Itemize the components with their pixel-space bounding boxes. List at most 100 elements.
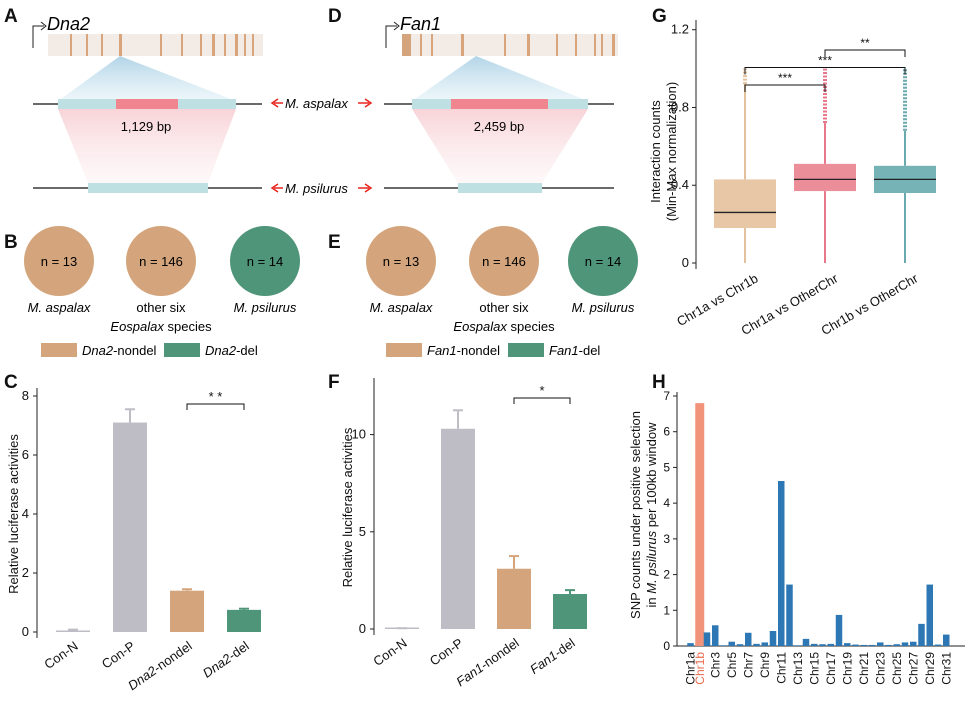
tss-arrow-icon: [385, 25, 397, 48]
bar-chr1b: [695, 403, 705, 646]
caption-other-six: other six: [479, 300, 529, 315]
x-tick-label: Con-P: [427, 635, 466, 668]
bar-chr21: [860, 644, 867, 646]
bar-chr27: [910, 641, 917, 646]
y-tick-label: 0.4: [671, 177, 689, 192]
bar-dna2-nondel: [170, 590, 204, 632]
y-tick-label: 5: [359, 524, 366, 539]
y-tick-label: 3: [663, 532, 670, 546]
x-tick-label-chr9: Chr9: [758, 652, 772, 678]
legend-b: Dna2-nondel Dna2-del: [41, 343, 258, 358]
deleted-block-fan1: [458, 183, 542, 193]
y-axis-title-post: per 100kb window: [644, 422, 659, 531]
panel-letter-b: B: [4, 232, 18, 253]
panel-a-schematic: Dna2 1,129 bp: [32, 14, 263, 193]
exon-stripe: [612, 34, 615, 56]
panel-letter-g: G: [652, 6, 667, 27]
y-axis-title-line1: Interaction counts: [648, 100, 663, 203]
count-label: n = 146: [139, 254, 183, 269]
x-tick-label: Dna2-nondel: [125, 638, 195, 693]
panel-e-circles: n = 13 n = 146 n = 14 M. aspalax other s…: [366, 226, 638, 334]
red-arrowhead-left-bottom-icon: [270, 183, 279, 193]
deleted-block-dna2: [88, 183, 208, 193]
bar-chr4: [720, 645, 727, 646]
exon-stripe: [70, 34, 72, 56]
y-tick-label: 6: [22, 447, 29, 462]
bar-chr14: [802, 638, 810, 646]
y-tick-label: 0: [359, 621, 366, 636]
exon-stripes-dna2: [70, 34, 254, 56]
x-tick-label-text: Con-N: [370, 635, 409, 669]
chart-h-snp-counts: 0 1 2 3 4 5 6 7 SNP counts under positive select…: [628, 389, 965, 685]
red-arrowhead-right-top-icon: [364, 98, 373, 108]
bar-chr6: [736, 644, 744, 646]
circle-psilurus-e: [568, 226, 638, 296]
caption-eospalax-species: Eospalax species: [110, 319, 212, 334]
y-axis-title-pre: in: [644, 594, 659, 608]
y-axis-title: SNP counts under positive selectionin M.…: [628, 411, 659, 619]
count-label: n = 13: [383, 254, 420, 269]
y-tick-label: 7: [663, 389, 670, 403]
bar-chr11: [778, 481, 785, 646]
bar-dna2-del: [227, 609, 261, 632]
legend-swatch-del: [508, 343, 544, 357]
legend-label-nondel: Fan1-nondel: [427, 343, 500, 358]
significance-label: ***: [778, 71, 792, 85]
panel-b-circles: n = 13 n = 146 n = 14 M. aspalax other s…: [24, 226, 300, 334]
gene-title-dna2: Dna2: [47, 14, 90, 34]
species-psilurus-label: M. psilurus: [285, 181, 348, 196]
panel-d-schematic: Fan1 2,459 bp: [384, 14, 618, 193]
y-tick-label: 0: [663, 639, 670, 653]
exon-stripe: [461, 34, 464, 56]
significance-label: **: [860, 36, 870, 50]
x-tick-label: Dna2-del: [200, 638, 252, 681]
bar-chr29: [926, 584, 933, 646]
count-label: n = 146: [482, 254, 526, 269]
y-axis-title-line1: SNP counts under positive selection: [628, 411, 643, 619]
exon-stripe: [252, 34, 254, 56]
bar-chr18: [835, 614, 843, 646]
x-tick-label-text: -nondel: [478, 635, 522, 672]
legend-swatch-nondel: [386, 343, 422, 357]
x-tick-label: Con-N: [370, 635, 409, 669]
circle-aspalax-b: [24, 226, 94, 296]
bar-chr26: [901, 642, 909, 646]
panel-letter-h: H: [652, 372, 666, 393]
x-tick-label-chr23: Chr23: [873, 652, 887, 685]
y-tick-label: 4: [22, 506, 29, 521]
red-arrowhead-right-bottom-icon: [364, 183, 373, 193]
circle-psilurus-b: [230, 226, 300, 296]
bar-chr15: [811, 643, 818, 646]
legend-label-nondel: Dna2-nondel: [82, 343, 157, 358]
exon-stripe: [212, 34, 215, 56]
x-tick-label: Con-N: [41, 638, 80, 672]
bar-chr10: [769, 631, 777, 646]
exon-stripe: [601, 34, 603, 56]
x-tick-label-text: -nondel: [151, 638, 195, 675]
x-tick-label-chr27: Chr27: [906, 652, 920, 685]
box-chr1a-vs-otherchr: [794, 163, 856, 192]
y-axis-title-line2: (Min-Max normalization): [664, 82, 679, 221]
significance-bracket: [513, 397, 571, 404]
y-axis-title-species: M. psilurus: [644, 530, 659, 593]
x-tick-label: Con-P: [99, 638, 138, 671]
bar-chr30: [934, 644, 942, 646]
tss-arrow-icon: [32, 25, 44, 48]
y-tick-label: 5: [663, 460, 670, 474]
significance-label: * *: [209, 389, 223, 404]
circle-other-species-b: [126, 226, 196, 296]
x-tick-label-chr19: Chr19: [840, 652, 854, 685]
exon-stripes-fan1: [420, 34, 615, 56]
x-tick-label-chr25: Chr25: [890, 652, 904, 685]
exon-stripe: [101, 34, 103, 56]
exon-stripe: [181, 34, 183, 56]
bar-chr5: [728, 641, 735, 646]
species-labels: M. aspalax M. psilurus: [270, 96, 373, 196]
bar-con-p: [113, 422, 147, 632]
tss-arrowhead-icon: [393, 21, 400, 31]
y-axis-title: Relative luciferase activities: [6, 434, 21, 594]
x-tick-label: Fan1-del: [527, 635, 578, 677]
x-tick-label-chr21: Chr21: [857, 652, 871, 685]
circle-aspalax-e: [366, 226, 436, 296]
bar-chr7: [745, 632, 752, 646]
